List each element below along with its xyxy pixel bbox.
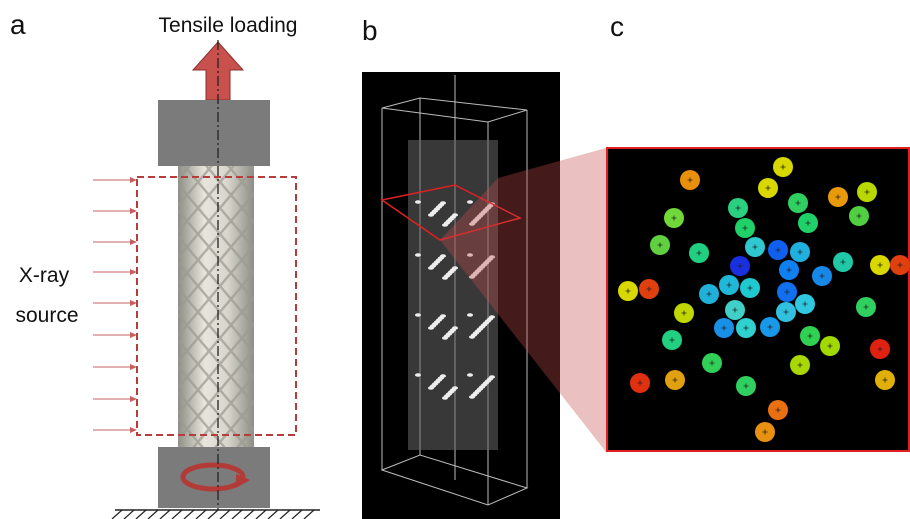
xray-arrowhead bbox=[130, 332, 137, 338]
hatch-line bbox=[220, 510, 230, 519]
hatch-line bbox=[304, 510, 314, 519]
source-label: X-ray bbox=[19, 264, 70, 287]
fiber-section bbox=[442, 276, 448, 280]
fiber-section bbox=[415, 373, 421, 377]
hatch-line bbox=[148, 510, 158, 519]
fiber-section bbox=[415, 200, 421, 204]
xray-arrowhead bbox=[130, 208, 137, 214]
hatch-line bbox=[172, 510, 182, 519]
fiber-section bbox=[428, 326, 434, 330]
hatch-line bbox=[136, 510, 146, 519]
fiber-section bbox=[442, 336, 448, 340]
xray-arrowhead bbox=[130, 427, 137, 433]
fiber-section bbox=[469, 335, 475, 339]
hatch-line bbox=[124, 510, 134, 519]
loading-label: Tensile loading bbox=[159, 14, 298, 37]
fiber-section bbox=[428, 213, 434, 217]
hatch-line bbox=[280, 510, 290, 519]
fiber-section bbox=[428, 386, 434, 390]
xray-arrowhead bbox=[130, 177, 137, 183]
top-grip bbox=[158, 100, 270, 166]
panel-label: c bbox=[610, 11, 624, 42]
fiber-section bbox=[415, 313, 421, 317]
fiber-section bbox=[415, 253, 421, 257]
figure: a Tensile loading X-ray source b c bbox=[0, 0, 910, 519]
hatch-line bbox=[256, 510, 266, 519]
fiber-section bbox=[467, 313, 473, 317]
hatch-line bbox=[208, 510, 218, 519]
fiber-section bbox=[442, 396, 448, 400]
braid-pattern bbox=[178, 166, 254, 448]
hatch-line bbox=[244, 510, 254, 519]
source-label: source bbox=[15, 304, 78, 327]
hatch-line bbox=[268, 510, 278, 519]
xray-arrows bbox=[93, 177, 137, 433]
hatch-line bbox=[232, 510, 242, 519]
fiber-section bbox=[428, 266, 434, 270]
panel-label: a bbox=[10, 9, 26, 40]
hatch-line bbox=[196, 510, 206, 519]
xray-arrowhead bbox=[130, 396, 137, 402]
hatch-line bbox=[160, 510, 170, 519]
xray-arrowhead bbox=[130, 364, 137, 370]
fiber-section bbox=[469, 395, 475, 399]
hatch-line bbox=[112, 510, 122, 519]
fiber-section bbox=[442, 223, 448, 227]
xray-arrowhead bbox=[130, 269, 137, 275]
xray-arrowhead bbox=[130, 239, 137, 245]
hatch-line bbox=[292, 510, 302, 519]
xray-arrowhead bbox=[130, 300, 137, 306]
ground-hatch bbox=[112, 510, 314, 519]
panel-label: b bbox=[362, 15, 378, 46]
bottom-grip bbox=[158, 447, 270, 508]
hatch-line bbox=[184, 510, 194, 519]
fiber-section bbox=[467, 200, 473, 204]
fiber-section bbox=[467, 373, 473, 377]
